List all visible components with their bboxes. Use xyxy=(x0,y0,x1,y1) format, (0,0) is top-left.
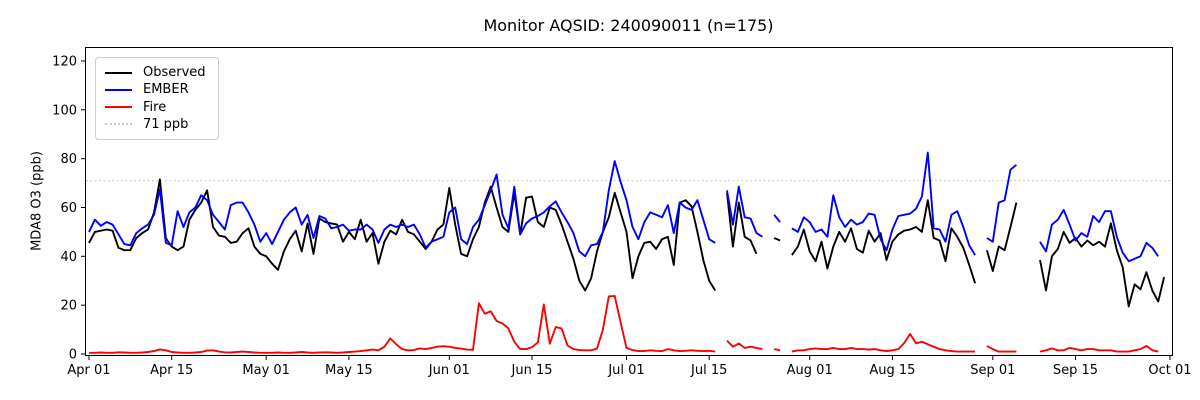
x-tick-label: May 15 xyxy=(325,363,373,378)
x-tick-label: Apr 01 xyxy=(67,363,110,378)
legend-item-threshold: 71 ppb xyxy=(105,116,206,133)
x-tick-label: Oct 01 xyxy=(1148,363,1191,378)
y-tick-label: 100 xyxy=(52,103,77,118)
legend-swatch xyxy=(105,88,132,91)
x-tick-label: Aug 01 xyxy=(787,363,833,378)
chart-title: Monitor AQSID: 240090011 (n=175) xyxy=(483,16,774,35)
y-tick-label: 60 xyxy=(60,201,77,216)
x-tick-label: Jul 01 xyxy=(607,363,644,378)
legend-item-ember: EMBER xyxy=(105,81,206,98)
x-tick-label: Sep 15 xyxy=(1053,363,1098,378)
x-tick-label: Jun 15 xyxy=(511,363,553,378)
x-tick-label: Jun 01 xyxy=(428,363,470,378)
legend-item-fire: Fire xyxy=(105,99,206,116)
legend-label-fire: Fire xyxy=(143,99,167,115)
x-tick-label: Jul 15 xyxy=(690,363,727,378)
y-axis-label: MDA8 O3 (ppb) xyxy=(29,151,45,251)
y-tick-label: 40 xyxy=(60,250,77,265)
legend-swatch xyxy=(105,71,132,74)
legend: Observed EMBER Fire 71 ppb xyxy=(95,57,219,140)
legend-item-observed: Observed xyxy=(105,64,206,81)
legend-swatch xyxy=(105,106,132,109)
series-ember-line xyxy=(88,151,1159,263)
x-tick-label: May 01 xyxy=(242,363,290,378)
series-fire-line xyxy=(89,294,1159,354)
legend-label-threshold: 71 ppb xyxy=(143,116,189,132)
x-tick-label: Apr 15 xyxy=(150,363,193,378)
x-tick-label: Sep 01 xyxy=(970,363,1015,378)
y-tick-label: 20 xyxy=(60,299,77,314)
x-tick-label: Aug 15 xyxy=(869,363,915,378)
y-tick-label: 120 xyxy=(52,55,77,70)
y-tick-label: 0 xyxy=(69,348,77,363)
legend-label-observed: Observed xyxy=(143,65,206,80)
plot-border xyxy=(85,47,1173,356)
y-tick-label: 80 xyxy=(60,152,77,167)
legend-swatch xyxy=(105,123,132,126)
legend-label-ember: EMBER xyxy=(143,82,189,98)
